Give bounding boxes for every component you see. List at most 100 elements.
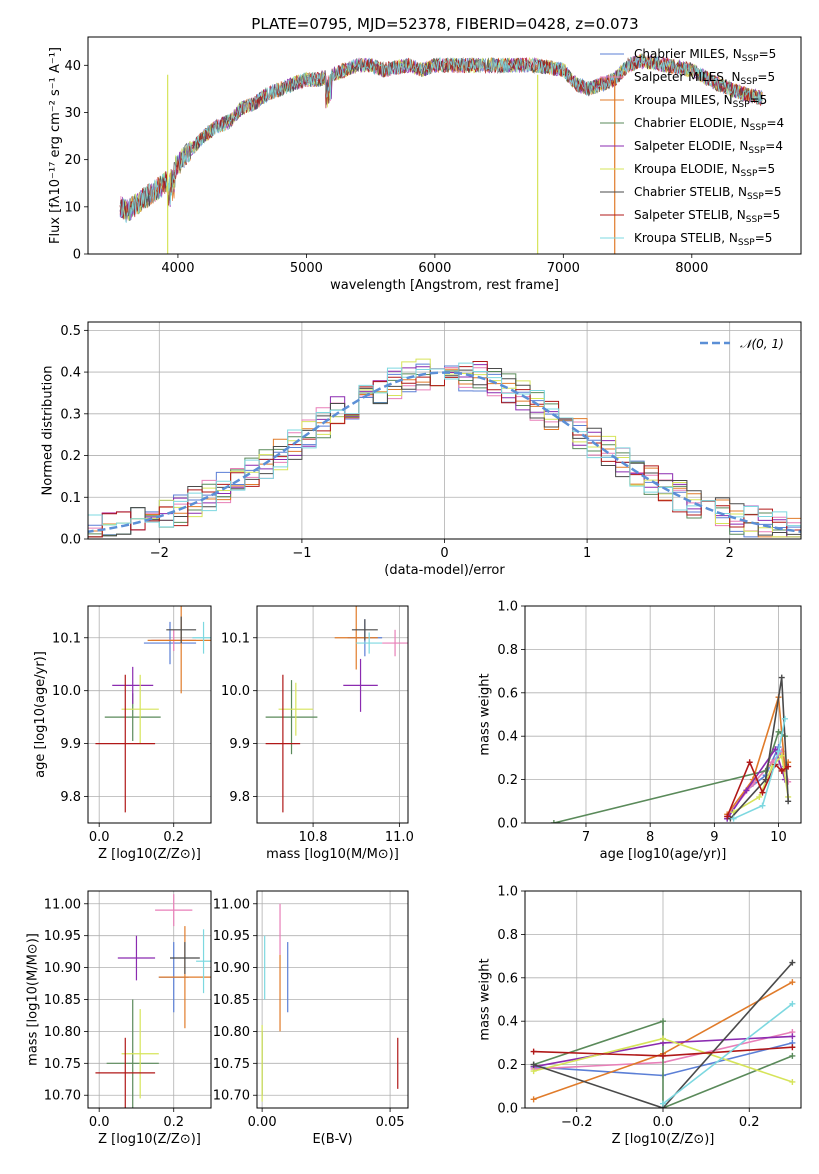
- y-tick-label: 30: [64, 106, 81, 121]
- y-tick-label: 20: [64, 153, 81, 168]
- y-tick-label: 1.0: [497, 885, 518, 900]
- weight-marker: [778, 752, 785, 759]
- weight-line: [726, 760, 789, 817]
- weight-line: [662, 1003, 793, 1105]
- spectrum-legend: Chabrier MILES, NSSP=5 Salpeter MILES, NS…: [600, 47, 784, 248]
- weight-marker: [759, 789, 766, 796]
- z-weight-plot-area: [530, 959, 796, 1108]
- x-tick-label: 0.2: [163, 1115, 184, 1130]
- weight-marker: [775, 728, 782, 735]
- weight-line: [729, 677, 789, 820]
- weight-marker: [550, 820, 557, 823]
- x-tick-label: 11.0: [385, 830, 414, 845]
- y-axis-label: Flux [fλ10⁻¹⁷ erg cm⁻² s⁻¹ A⁻¹]: [48, 47, 63, 244]
- x-axis-label: wavelength [Angstrom, rest frame]: [330, 278, 559, 293]
- weight-marker: [772, 746, 779, 753]
- weight-marker: [785, 763, 792, 770]
- legend-entry: Salpeter STELIB, NSSP=5: [634, 208, 780, 225]
- mass-age-plot-area: [265, 606, 408, 813]
- x-tick-label: 0.00: [248, 1115, 277, 1130]
- spectrum-plot-area: [119, 53, 763, 254]
- y-tick-label: 0.1: [60, 491, 81, 506]
- y-tick-label: 10.75: [213, 1057, 250, 1072]
- weight-marker: [660, 1052, 666, 1059]
- y-tick-label: 11.00: [44, 897, 81, 912]
- y-tick-label: 9.8: [60, 790, 81, 805]
- weight-marker: [724, 813, 731, 820]
- axes-frame: [256, 605, 409, 824]
- y-tick-label: 0.4: [60, 366, 81, 381]
- weight-marker: [530, 1068, 537, 1075]
- y-tick-label: 0.8: [497, 928, 518, 943]
- y-tick-label: 10.90: [44, 961, 81, 976]
- weight-marker: [660, 1100, 666, 1107]
- axes-frame: [87, 321, 802, 540]
- y-tick-label: 0.2: [497, 1058, 518, 1073]
- figure-title: PLATE=0795, MJD=52378, FIBERID=0428, z=0…: [251, 15, 638, 33]
- x-axis-label: mass [log10(M/M⊙)]: [266, 847, 399, 862]
- legend-entry: Chabrier ELODIE, NSSP=4: [634, 116, 784, 133]
- y-tick-label: 10.80: [44, 1025, 81, 1040]
- y-tick-label: 10.0: [52, 684, 81, 699]
- weight-line: [553, 730, 786, 823]
- y-tick-label: 10: [64, 200, 81, 215]
- z-age-plot-area: [95, 606, 211, 813]
- weight-line: [533, 962, 793, 1108]
- weight-marker: [759, 802, 766, 809]
- x-axis-label: Z [log10(Z/Z⊙)]: [612, 1132, 715, 1147]
- y-tick-label: 10.90: [213, 961, 250, 976]
- axes-frame: [87, 890, 212, 1109]
- y-tick-label: 10.85: [44, 993, 81, 1008]
- weight-line: [726, 747, 786, 820]
- weight-marker: [746, 759, 753, 766]
- weight-marker: [530, 1061, 537, 1068]
- weight-marker: [789, 1078, 796, 1085]
- z-weight-panel: −0.2 0.0 0.2 0.0 0.2 0.4 0.6 0.8 1.0 Z [log10(Z/Z…: [478, 885, 802, 1147]
- y-tick-label: 0.3: [60, 407, 81, 422]
- z-mass-plot-area: [95, 894, 211, 1108]
- weight-line: [733, 718, 786, 820]
- ebv-mass-plot-area: [261, 903, 399, 1102]
- x-axis-label: Z [log10(Z/Z⊙)]: [98, 847, 201, 862]
- y-tick-label: 10.80: [213, 1025, 250, 1040]
- weight-marker: [660, 1018, 666, 1025]
- weight-marker: [660, 1035, 666, 1042]
- weight-marker: [743, 787, 750, 794]
- weight-marker: [789, 979, 796, 986]
- y-tick-label: 0.2: [497, 773, 518, 788]
- x-tick-label: −2: [150, 546, 169, 561]
- y-tick-label: 0.6: [497, 686, 518, 701]
- x-axis-label: (data-model)/error: [384, 563, 505, 578]
- spectrum-line: [119, 54, 763, 224]
- legend-entry: Salpeter ELODIE, NSSP=4: [634, 139, 783, 156]
- y-tick-label: 10.1: [221, 631, 250, 646]
- legend-entry: Chabrier STELIB, NSSP=5: [634, 185, 782, 202]
- gaussian-curve: [88, 371, 801, 533]
- x-axis-label: Z [log10(Z/Z⊙)]: [98, 1132, 201, 1147]
- y-tick-label: 0.0: [60, 533, 81, 548]
- x-tick-label: 10.8: [299, 830, 328, 845]
- x-tick-label: 0.0: [653, 1115, 674, 1130]
- y-tick-label: 11.00: [213, 897, 250, 912]
- weight-marker: [789, 1033, 796, 1040]
- legend-entry: Salpeter MILES, NSSP=5: [634, 70, 775, 87]
- x-tick-label: 10: [770, 830, 787, 845]
- y-axis-label: mass weight: [478, 958, 493, 1040]
- y-tick-label: 9.8: [229, 790, 250, 805]
- weight-marker: [775, 748, 782, 755]
- weight-marker: [778, 767, 785, 774]
- y-tick-label: 0.0: [497, 1102, 518, 1117]
- x-tick-label: −1: [292, 546, 311, 561]
- axes-frame: [87, 605, 212, 824]
- axes-frame: [256, 890, 409, 1109]
- x-tick-label: 9: [710, 830, 718, 845]
- histogram-series: [88, 360, 801, 538]
- weight-marker: [530, 1096, 537, 1103]
- y-axis-label: mass weight: [478, 673, 493, 755]
- residuals-plot-area: [88, 358, 801, 538]
- x-tick-label: 4000: [161, 261, 194, 276]
- age-weight-panel: 7 8 9 10 0.0 0.2 0.4 0.6 0.8 1.0 age [log10(age/yr…: [478, 600, 802, 862]
- y-axis-label: mass [log10(M/M⊙)]: [26, 933, 41, 1066]
- axes-frame: [87, 36, 802, 255]
- y-tick-label: 10.75: [44, 1057, 81, 1072]
